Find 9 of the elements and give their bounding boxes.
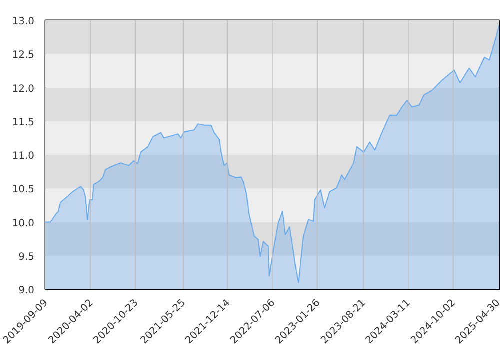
y-tick-label: 11.5 — [12, 117, 34, 128]
y-tick-label: 9.0 — [18, 286, 35, 296]
y-tick-label: 12.5 — [12, 50, 34, 62]
y-tick-label: 13.0 — [12, 16, 34, 28]
y-tick-label: 10.0 — [12, 218, 34, 230]
y-tick-label: 9.5 — [18, 252, 35, 263]
y-tick-label: 12.0 — [12, 84, 34, 95]
y-tick-label: 10.5 — [12, 184, 34, 196]
y-tick-label: 11.0 — [12, 151, 34, 162]
